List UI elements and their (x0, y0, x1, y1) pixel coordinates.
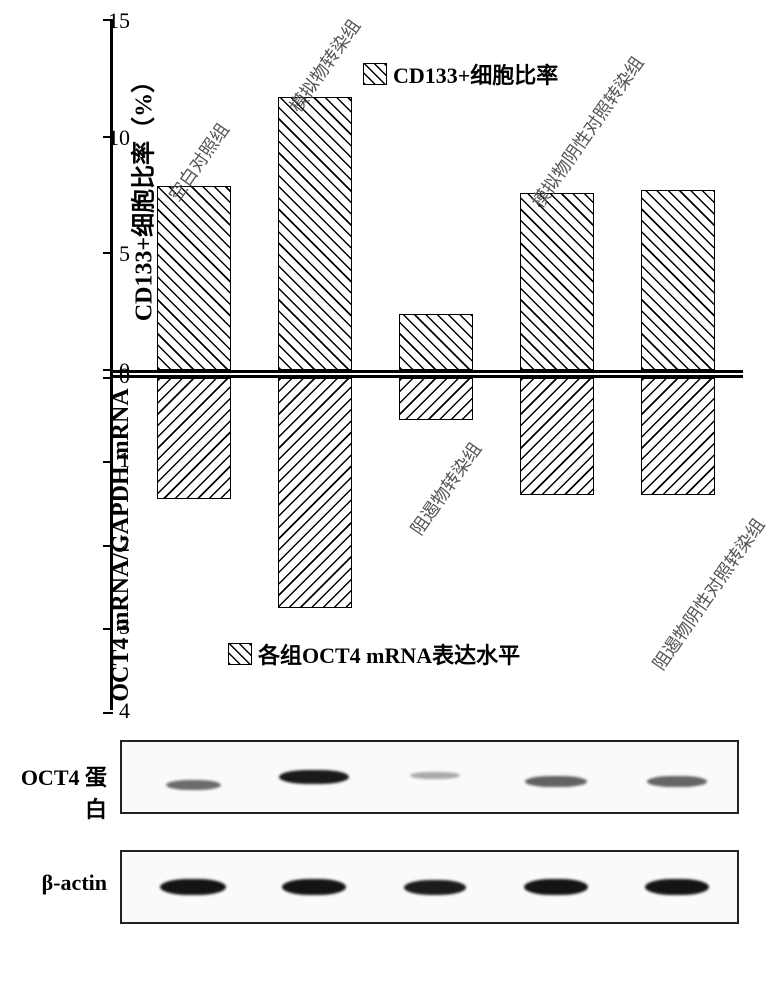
top-bar (278, 97, 352, 370)
axis-tick-label: 0 (90, 363, 130, 389)
western-blot-band (166, 780, 221, 790)
bottom-bar (399, 378, 473, 420)
axis-tick-label: 1 (90, 447, 130, 473)
top-bar (520, 193, 594, 370)
bottom-bar (641, 378, 715, 495)
axis-tick-label: 5 (90, 241, 130, 267)
western-blot-band (524, 879, 588, 895)
legend-top: CD133+细胞比率 (363, 58, 558, 90)
bottom-bar (278, 378, 352, 608)
western-blot-band (404, 880, 466, 895)
legend-bottom: 各组OCT4 mRNA表达水平 (228, 638, 520, 670)
top-bar (399, 314, 473, 370)
axis-tick-label: 3 (90, 614, 130, 640)
top-bar (641, 190, 715, 370)
figure-root: CD133+细胞比率（%） OCT4 mRNA/GAPDH mRNA 空白对照组… (0, 0, 770, 1000)
western-blot-band (525, 776, 587, 787)
western-blot-band (279, 770, 349, 784)
top-bar (157, 186, 231, 370)
group-label: 阻遏物阴性对照转染组 (646, 512, 770, 674)
legend-swatch-icon (363, 63, 387, 85)
axis-tick-label: 4 (90, 698, 130, 724)
western-blot-row-2 (120, 850, 739, 924)
axis-tick-label: 15 (90, 8, 130, 34)
western-blot-band (160, 879, 226, 895)
western-blot-label-1: OCT4 蛋白 (0, 760, 115, 824)
western-blot-label-2: β-actin (0, 870, 115, 896)
western-blot-band (410, 772, 460, 779)
legend-text-top: CD133+细胞比率 (393, 58, 558, 90)
bottom-bar (157, 378, 231, 499)
legend-swatch-icon (228, 643, 252, 665)
western-blot-band (645, 879, 709, 895)
legend-text-bottom: 各组OCT4 mRNA表达水平 (258, 638, 520, 670)
western-blot-row-1 (120, 740, 739, 814)
chart-area: 空白对照组模拟物转染组阻遏物转染组模拟物阴性对照转染组阻遏物阴性对照转染组 阻遏… (110, 20, 743, 710)
group-label: 阻遏物转染组 (404, 437, 487, 540)
bottom-bar (520, 378, 594, 495)
axis-tick-label: 10 (90, 125, 130, 151)
western-blot-band (647, 776, 707, 787)
western-blot-band (282, 879, 346, 895)
axis-tick-label: 2 (90, 531, 130, 557)
